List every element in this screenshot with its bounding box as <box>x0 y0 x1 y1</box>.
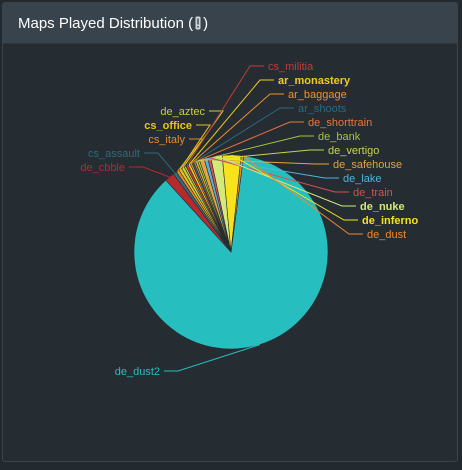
slice-label-de_nuke: de_nuke <box>360 201 405 213</box>
leader-line-de_train <box>209 157 349 193</box>
leader-line-de_nuke <box>216 155 356 207</box>
leader-line-de_shorttrain <box>194 121 304 163</box>
leader-line-de_cbble <box>129 166 170 178</box>
leader-line-ar_shoots <box>192 107 294 164</box>
leader-line-de_dust <box>242 155 363 235</box>
slice-label-cs_italy: cs_italy <box>148 134 185 146</box>
slice-label-cs_office: cs_office <box>144 120 192 132</box>
leader-line-de_lake <box>205 157 339 179</box>
slice-label-cs_assault: cs_assault <box>88 148 140 160</box>
slice-label-de_aztec: de_aztec <box>160 106 205 118</box>
slice-label-de_lake: de_lake <box>343 173 382 185</box>
leader-line-de_vertigo <box>198 149 324 162</box>
leader-line-de_inferno <box>231 154 358 221</box>
slice-label-de_train: de_train <box>353 187 393 199</box>
slice-label-cs_militia: cs_militia <box>268 61 314 73</box>
leader-line-ar_baggage <box>190 93 284 164</box>
slice-label-de_dust2: de_dust2 <box>115 366 160 378</box>
slice-label-ar_shoots: ar_shoots <box>298 103 347 115</box>
slice-label-de_safehouse: de_safehouse <box>333 159 402 171</box>
slice-label-ar_monastery: ar_monastery <box>278 75 351 87</box>
leader-line-de_dust2 <box>164 344 261 372</box>
leader-line-cs_militia <box>186 65 264 166</box>
pie-slice-de_dust2[interactable] <box>133 155 329 350</box>
slice-label-de_shorttrain: de_shorttrain <box>308 117 372 129</box>
leader-line-de_bank <box>196 135 314 162</box>
slice-label-ar_baggage: ar_baggage <box>288 89 347 101</box>
slice-label-de_inferno: de_inferno <box>362 215 419 227</box>
leader-line-de_aztec <box>182 110 224 168</box>
panel-title-suffix: ) <box>203 14 209 32</box>
exclamation-icon[interactable] <box>194 16 202 30</box>
panel-title: Maps Played Distribution ( <box>18 14 194 32</box>
leader-line-ar_monastery <box>188 79 274 165</box>
slice-label-de_bank: de_bank <box>318 131 361 143</box>
leader-line-cs_office <box>179 124 211 170</box>
chart-panel: Maps Played Distribution ( ) <box>2 2 458 462</box>
panel-header: Maps Played Distribution ( ) <box>3 3 457 44</box>
slice-label-de_dust: de_dust <box>367 229 406 241</box>
leader-line-de_safehouse <box>201 159 329 165</box>
slice-label-de_cbble: de_cbble <box>80 162 125 174</box>
leader-line-cs_assault <box>144 152 176 174</box>
slice-label-de_vertigo: de_vertigo <box>328 145 379 157</box>
